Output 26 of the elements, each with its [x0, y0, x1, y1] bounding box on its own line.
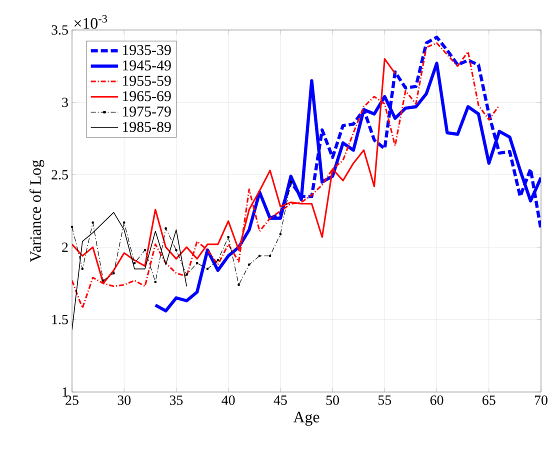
line-series: [72, 42, 500, 309]
y-tick-label: 3.5: [52, 25, 68, 35]
legend-label: 1975-79: [122, 106, 171, 117]
y-tick-label: 1: [62, 387, 68, 397]
legend-label: 1985-89: [122, 122, 171, 132]
x-tick-label: 55: [378, 396, 392, 405]
x-tick-label: 45: [274, 396, 287, 405]
y-tick-label: 2.5: [52, 170, 68, 180]
legend-label: 1965-69: [122, 91, 171, 102]
x-tick-label: 30: [118, 396, 131, 405]
x-tick-label: 60: [430, 396, 444, 405]
x-tick-label: 50: [326, 396, 339, 405]
x-tick-label: 25: [66, 396, 78, 405]
x-tick-label: 65: [482, 396, 496, 405]
y-tick-label: 1.5: [52, 314, 68, 324]
legend-label: 1955-59: [122, 76, 171, 86]
x-tick-label: 70: [534, 396, 548, 405]
legend-label: 1945-49: [122, 60, 171, 70]
text: ×10$^{-3}$: [74, 15, 107, 29]
x-tick-label: 35: [170, 396, 183, 405]
legend-label: 1935-39: [122, 45, 171, 56]
y-tick-label: 3: [62, 98, 68, 108]
y-axis-title: Variance of Log: [30, 160, 44, 262]
y-tick-label: 2: [62, 242, 68, 252]
x-axis-title: Age: [293, 412, 320, 426]
x-tick-label: 40: [222, 396, 235, 405]
